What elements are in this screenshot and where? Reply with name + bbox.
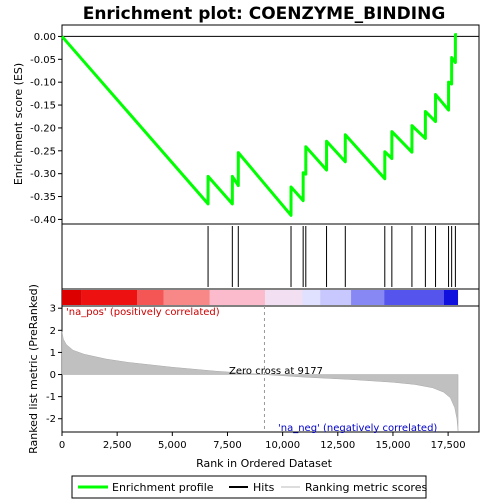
es-ytick-label: -0.20 xyxy=(30,123,56,134)
es-axis-label: Enrichment score (ES) xyxy=(12,63,25,185)
es-ytick-label: -0.25 xyxy=(30,146,56,157)
legend-metric-label: Ranking metric scores xyxy=(305,481,427,494)
es-ytick-label: -0.10 xyxy=(30,78,56,89)
heatmap-segment xyxy=(351,290,385,305)
negative-correlation-label: 'na_neg' (negatively correlated) xyxy=(278,423,437,434)
es-ytick-label: -0.35 xyxy=(30,192,56,203)
hits-panel-frame xyxy=(61,223,480,290)
es-panel-frame xyxy=(61,24,480,225)
heatmap-segment xyxy=(320,290,352,305)
metric-ytick-label: -1 xyxy=(46,392,56,403)
metric-ytick-label: 3 xyxy=(50,304,56,315)
heatmap-segment xyxy=(62,290,82,305)
x-tick-label: 0 xyxy=(59,440,65,451)
enrichment-profile-line xyxy=(60,33,457,217)
chart-title: Enrichment plot: COENZYME_BINDING xyxy=(83,4,446,24)
x-tick-label: 5,000 xyxy=(158,440,187,451)
zero-cross-label: Zero cross at 9177 xyxy=(229,366,323,377)
x-tick-label: 2,500 xyxy=(103,440,132,451)
heatmap-segment xyxy=(81,290,138,305)
x-tick-label: 12,500 xyxy=(320,440,355,451)
es-ytick-label: -0.15 xyxy=(30,101,56,112)
heatmap-segment xyxy=(302,290,321,305)
ranking-metric-area xyxy=(61,331,459,431)
legend-hits-label: Hits xyxy=(253,481,275,494)
metric-ytick-label: 1 xyxy=(50,348,56,359)
heatmap-segment xyxy=(209,290,265,305)
heatmap-segment xyxy=(384,290,444,305)
es-ytick-label: 0.00 xyxy=(34,32,56,43)
es-ytick-label: -0.40 xyxy=(30,215,56,226)
legend-enrichment-label: Enrichment profile xyxy=(112,481,214,494)
x-tick-label: 10,000 xyxy=(265,440,300,451)
x-tick-label: 7,500 xyxy=(213,440,242,451)
x-tick-label: 15,000 xyxy=(375,440,410,451)
metric-ytick-label: 0 xyxy=(50,370,56,381)
metric-axis-label: Ranked list metric (PreRanked) xyxy=(27,284,40,454)
heatmap-segment xyxy=(163,290,210,305)
x-tick-label: 17,500 xyxy=(431,440,466,451)
heatmap-segment xyxy=(137,290,164,305)
x-axis-label: Rank in Ordered Dataset xyxy=(196,457,333,470)
metric-ytick-label: -2 xyxy=(46,414,56,425)
legend-box xyxy=(71,475,427,499)
heatmap-segment xyxy=(443,290,459,305)
es-ytick-label: -0.05 xyxy=(30,55,56,66)
metric-ytick-label: 2 xyxy=(50,326,56,337)
es-ytick-label: -0.30 xyxy=(30,169,56,180)
heatmap-segment xyxy=(264,290,303,305)
positive-correlation-label: 'na_pos' (positively correlated) xyxy=(66,307,220,318)
